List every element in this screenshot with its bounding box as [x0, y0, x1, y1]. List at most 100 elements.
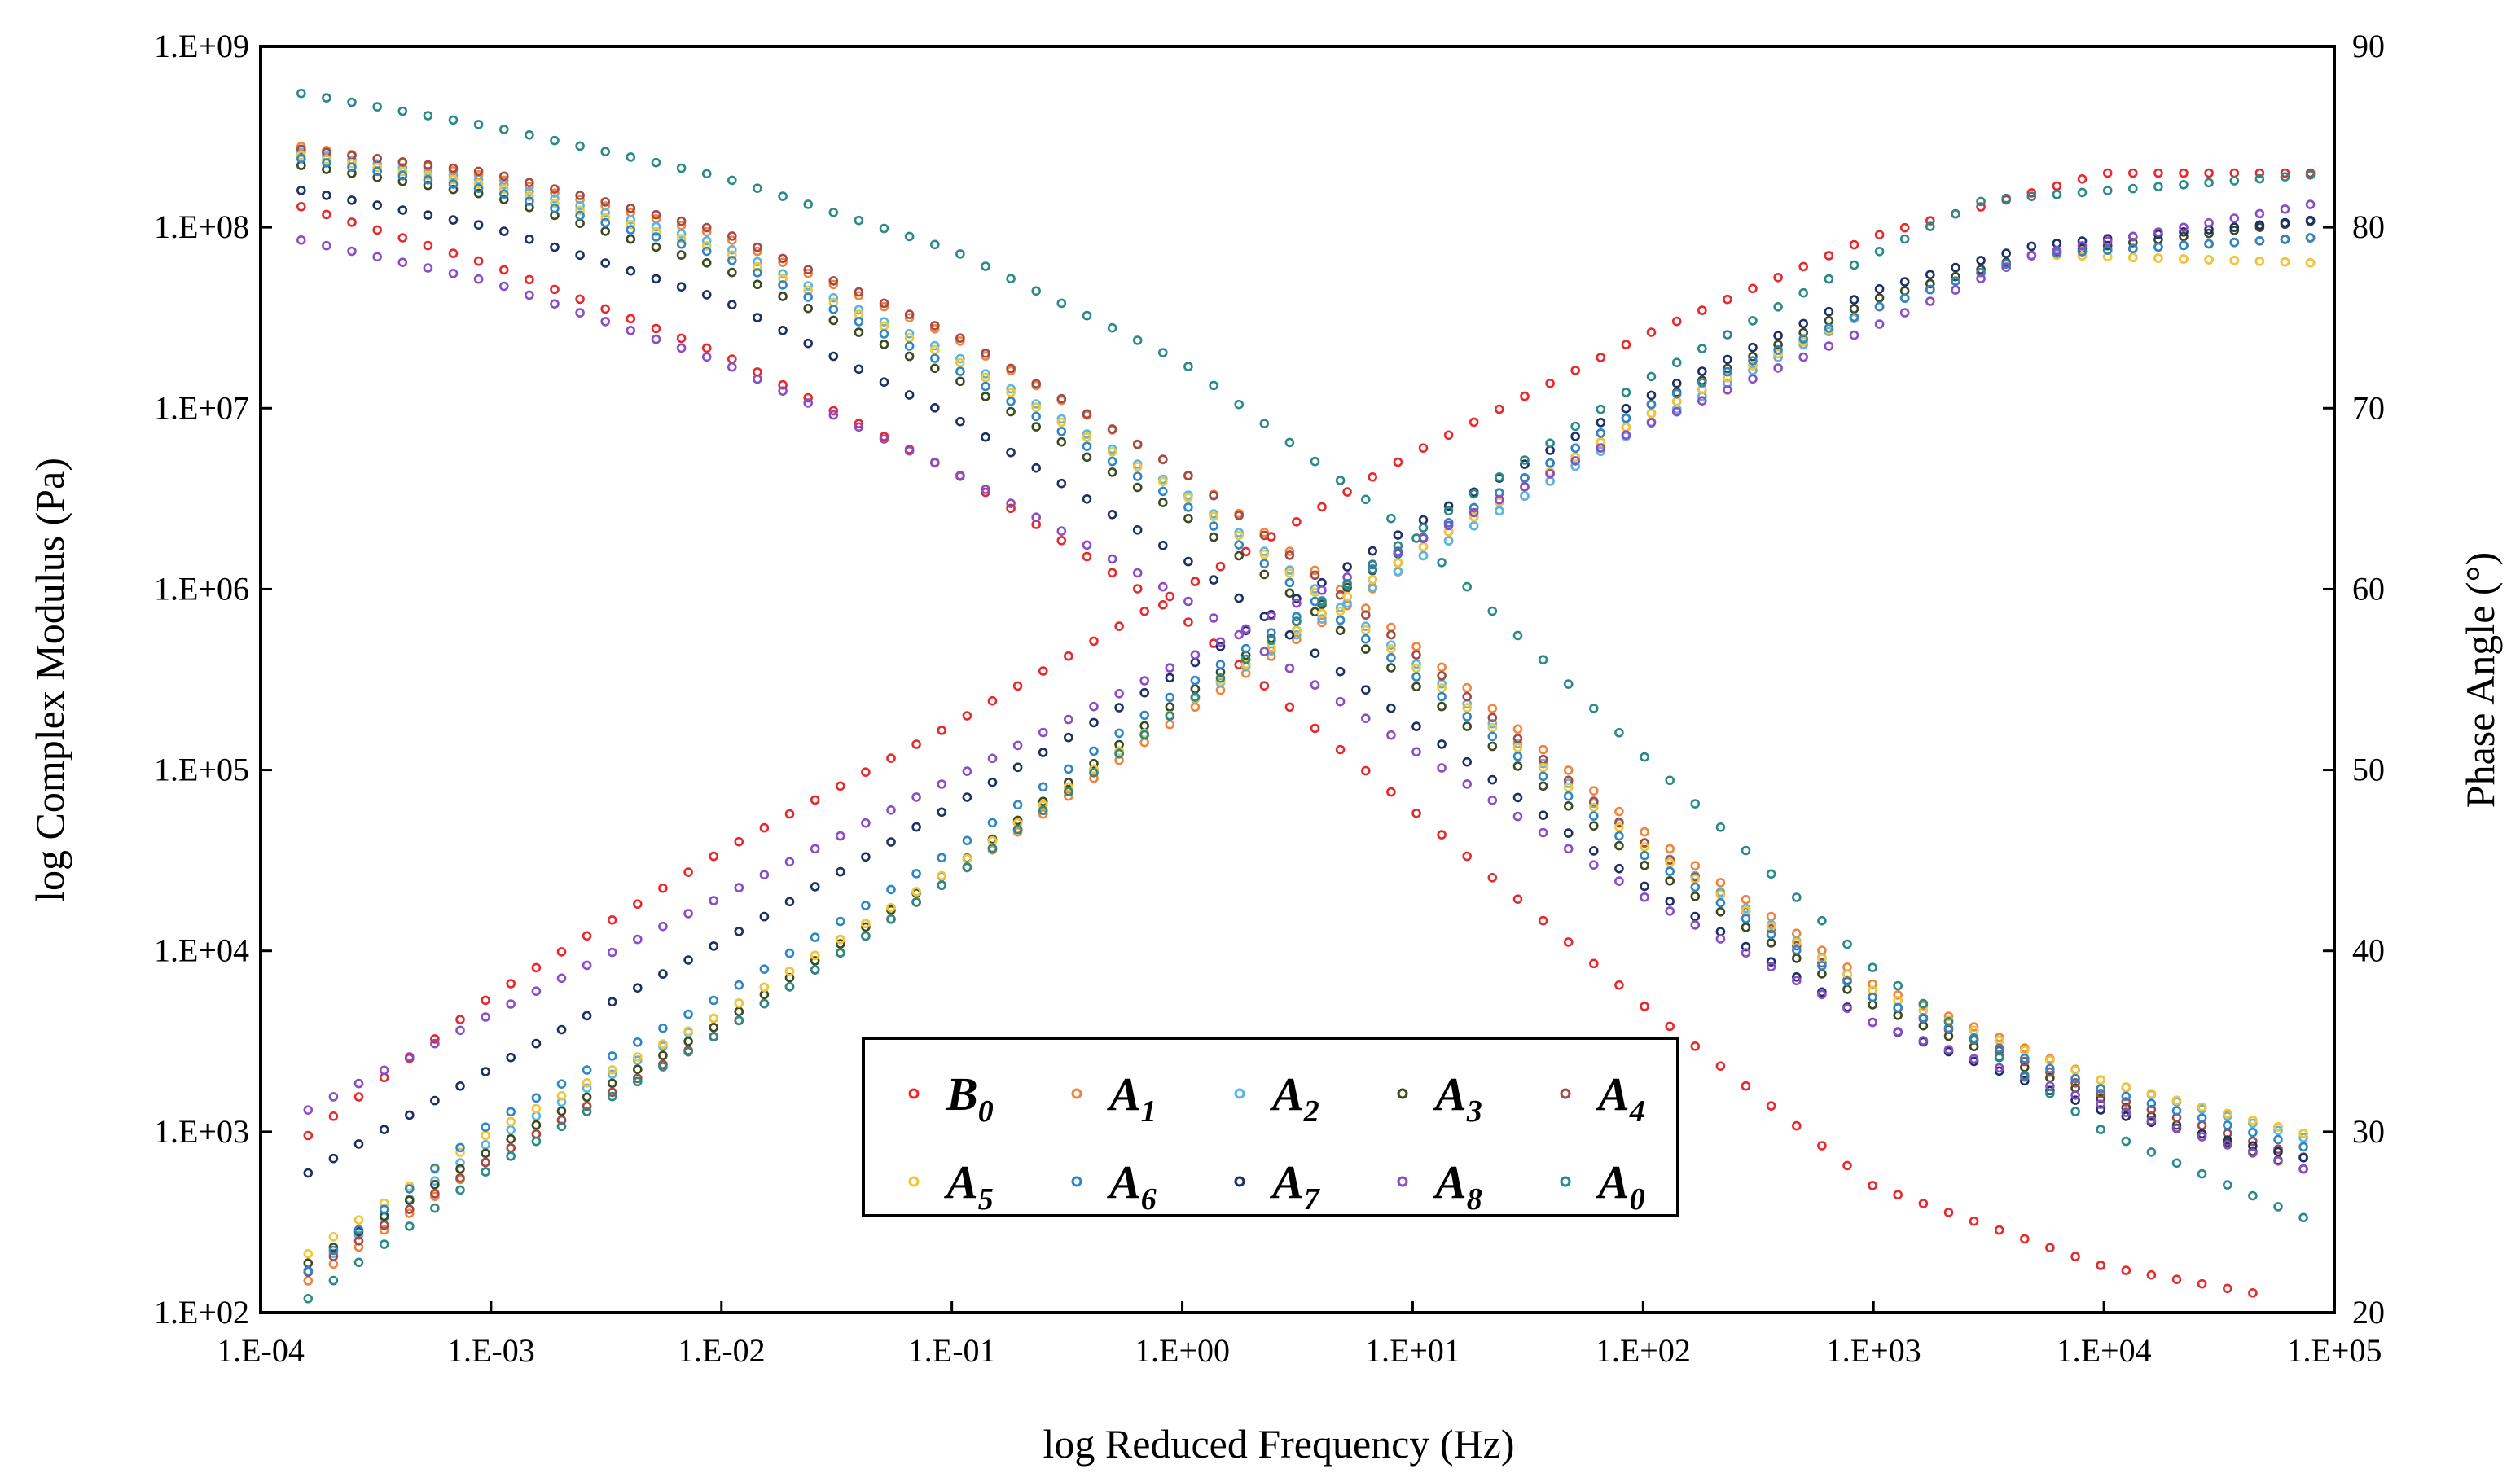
modulus-point-A6-38 — [1259, 559, 1270, 569]
phase-point-A8-62 — [1874, 319, 1885, 329]
modulus-point-A3-45 — [1437, 701, 1447, 712]
series-A6 — [296, 153, 2316, 1276]
modulus-point-A0-18 — [753, 183, 762, 193]
modulus-point-A5-43 — [1386, 644, 1396, 654]
modulus-point-A4-34 — [1158, 454, 1168, 464]
modulus-point-B0-74 — [2171, 1274, 2182, 1284]
phase-point-A2-13 — [632, 1055, 643, 1065]
phase-point-A8-66 — [1976, 274, 1986, 283]
modulus-point-A2-41 — [1335, 603, 1346, 612]
phase-point-A7-23 — [886, 837, 896, 847]
modulus-point-A8-47 — [1487, 795, 1498, 805]
phase-point-B0-75 — [2204, 168, 2214, 178]
legend-marker — [1397, 1176, 1408, 1187]
phase-point-A8-2 — [353, 1078, 364, 1089]
modulus-point-A3-56 — [1715, 907, 1726, 917]
x-tick-label: 1.E-03 — [447, 1332, 535, 1369]
phase-point-A8-67 — [2001, 262, 2011, 272]
modulus-point-B0-64 — [1918, 1199, 1929, 1208]
phase-point-A5-40 — [1317, 608, 1327, 619]
modulus-point-A6-11 — [575, 210, 585, 221]
modulus-point-A1-7 — [473, 170, 484, 180]
modulus-point-A7-2 — [347, 195, 357, 205]
modulus-point-A6-33 — [1132, 471, 1143, 481]
legend-item-A4: A4 — [1560, 1068, 1645, 1129]
phase-point-A3-10 — [556, 1106, 567, 1116]
modulus-point-A6-31 — [1082, 441, 1092, 452]
phase-point-A5-45 — [1443, 527, 1454, 537]
modulus-point-A7-78 — [2273, 1147, 2283, 1157]
modulus-point-A2-25 — [930, 340, 940, 351]
phase-point-A8-14 — [658, 921, 668, 932]
phase-point-A7-68 — [2026, 241, 2037, 252]
phase-point-A6-79 — [2305, 233, 2316, 243]
modulus-point-A8-34 — [1158, 581, 1168, 592]
phase-point-A1-34 — [1165, 719, 1175, 730]
modulus-point-B0-9 — [525, 274, 534, 285]
modulus-point-B0-43 — [1386, 787, 1396, 797]
modulus-point-A7-54 — [1665, 897, 1675, 906]
phase-point-A6-42 — [1368, 563, 1377, 574]
modulus-point-A3-71 — [2096, 1094, 2105, 1103]
phase-point-A3-34 — [1165, 702, 1175, 712]
phase-point-A0-11 — [582, 1107, 592, 1116]
phase-point-A7-12 — [607, 997, 617, 1007]
modulus-point-A2-24 — [904, 328, 915, 339]
phase-point-A6-56 — [1723, 366, 1732, 377]
modulus-point-A8-3 — [372, 252, 383, 262]
phase-point-A7-45 — [1443, 501, 1454, 511]
phase-point-B0-52 — [1621, 340, 1631, 349]
modulus-point-A8-53 — [1640, 892, 1649, 902]
modulus-point-B0-31 — [1082, 551, 1092, 562]
modulus-point-A0-24 — [904, 231, 915, 242]
modulus-point-A7-32 — [1107, 509, 1117, 520]
modulus-point-A8-76 — [2223, 1140, 2232, 1150]
modulus-point-A3-18 — [753, 279, 762, 290]
modulus-point-A8-18 — [753, 374, 762, 384]
phase-point-A0-14 — [658, 1062, 668, 1072]
legend-label: A3 — [1433, 1068, 1482, 1129]
modulus-point-A8-55 — [1690, 920, 1701, 930]
modulus-point-B0-3 — [372, 225, 383, 235]
phase-point-A8-76 — [2229, 213, 2240, 223]
modulus-point-A0-57 — [1741, 845, 1751, 856]
phase-point-A6-46 — [1469, 502, 1479, 513]
modulus-point-A7-17 — [727, 300, 737, 310]
phase-point-A3-66 — [1976, 265, 1986, 274]
modulus-point-A7-27 — [981, 432, 990, 442]
modulus-point-B0-14 — [651, 323, 661, 334]
modulus-point-A8-52 — [1614, 876, 1624, 886]
modulus-point-A7-25 — [930, 402, 940, 413]
modulus-point-A5-7 — [473, 178, 484, 189]
modulus-point-A5-54 — [1665, 857, 1675, 868]
phase-point-A0-23 — [886, 914, 896, 924]
phase-point-A8-30 — [1064, 714, 1073, 725]
modulus-point-A8-45 — [1437, 763, 1447, 773]
phase-point-A1-2 — [353, 1242, 364, 1252]
phase-point-A5-73 — [2153, 253, 2163, 263]
modulus-point-A8-39 — [1284, 663, 1295, 673]
modulus-point-B0-6 — [448, 248, 459, 258]
modulus-point-A3-20 — [803, 303, 814, 314]
modulus-point-B0-49 — [1538, 915, 1548, 926]
modulus-point-A6-10 — [550, 204, 560, 213]
modulus-point-A5-3 — [372, 162, 383, 173]
modulus-point-A5-34 — [1158, 476, 1168, 487]
phase-point-A1-39 — [1292, 634, 1302, 645]
modulus-point-A0-52 — [1614, 727, 1624, 738]
phase-point-A7-30 — [1064, 732, 1073, 743]
modulus-point-A7-5 — [423, 210, 433, 220]
modulus-point-A8-37 — [1234, 629, 1244, 640]
modulus-point-A7-42 — [1361, 685, 1371, 695]
phase-point-B0-66 — [1976, 202, 1986, 212]
modulus-point-A4-16 — [701, 222, 712, 233]
modulus-point-A6-58 — [1766, 929, 1776, 940]
modulus-point-A8-62 — [1868, 1017, 1877, 1028]
modulus-point-A6-20 — [803, 292, 814, 302]
series-A7 — [296, 186, 2316, 1178]
legend-marker — [1071, 1176, 1082, 1187]
modulus-point-A6-44 — [1411, 672, 1421, 682]
modulus-point-A0-62 — [1868, 962, 1877, 972]
phase-point-A7-7 — [481, 1067, 490, 1076]
phase-point-A7-22 — [861, 852, 871, 862]
